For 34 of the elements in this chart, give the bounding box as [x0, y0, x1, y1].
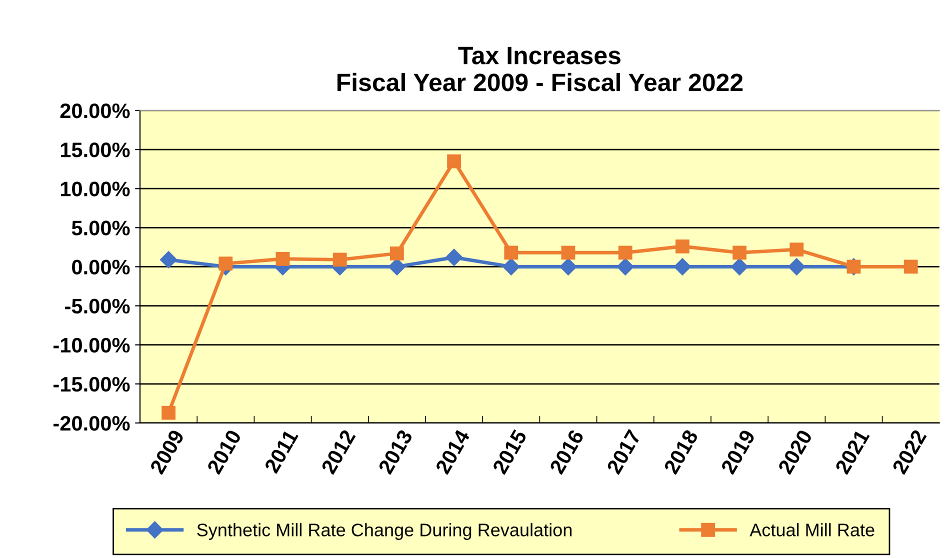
point	[447, 154, 461, 168]
point	[730, 258, 748, 276]
y-tick-label: 10.00%	[60, 182, 130, 196]
point	[504, 246, 518, 260]
point	[790, 242, 804, 256]
point	[732, 246, 746, 260]
y-tick-label: -5.00%	[65, 298, 130, 314]
point	[276, 252, 290, 266]
y-tick-label: 15.00%	[60, 142, 130, 158]
legend-label: Synthetic Mill Rate Change During Revaulation	[197, 523, 572, 540]
chart-title: Tax Increases Fiscal Year 2009 - Fiscal Year 2022	[337, 46, 743, 92]
y-tick-label: -20.00%	[54, 416, 130, 431]
point	[904, 260, 918, 274]
point	[616, 258, 634, 276]
point	[388, 258, 406, 276]
point	[332, 252, 347, 267]
y-tick-label: -15.00%	[54, 376, 130, 392]
point	[218, 256, 233, 271]
point	[675, 239, 690, 254]
y-tick-label: 0.00%	[72, 260, 130, 274]
point	[445, 248, 463, 266]
point	[390, 246, 404, 260]
point	[160, 251, 178, 268]
y-tick-label: 5.00%	[72, 220, 130, 236]
legend-label: Actual Mill Rate	[750, 523, 874, 536]
point	[162, 406, 176, 420]
point	[561, 246, 576, 260]
point	[674, 258, 691, 276]
point	[560, 258, 577, 276]
point	[502, 258, 520, 276]
y-tick-label: 20.00%	[60, 103, 130, 118]
point	[618, 246, 632, 260]
y-tick-label: -10.00%	[54, 338, 130, 353]
point	[788, 258, 806, 276]
